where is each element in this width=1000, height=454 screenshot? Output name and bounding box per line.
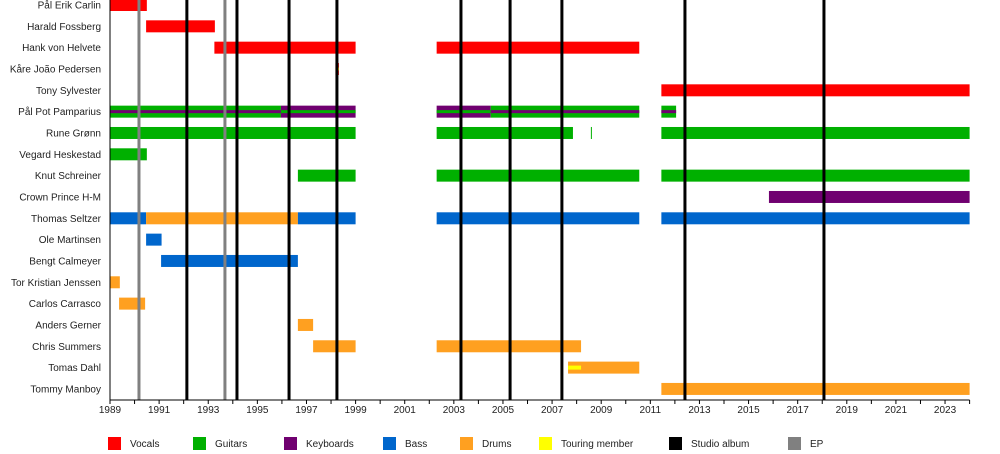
- bar-vocals: [214, 41, 356, 54]
- member-label: Rune Grønn: [46, 128, 101, 139]
- bar-vocals: [661, 84, 970, 97]
- member-label: Kåre João Pedersen: [10, 63, 101, 75]
- bar-drums: [568, 361, 640, 374]
- x-tick-label: 2021: [885, 405, 908, 416]
- bar-stripe-keyboards: [490, 110, 640, 114]
- bar-guitars: [436, 126, 573, 139]
- x-tick-label: 1989: [99, 405, 122, 416]
- x-tick-label: 2017: [787, 405, 810, 416]
- bar-drums: [119, 297, 146, 310]
- bar-vocals: [436, 41, 640, 54]
- bar-guitars: [661, 126, 970, 139]
- member-label: Vegard Heskestad: [19, 150, 101, 161]
- member-label: Anders Gerner: [35, 320, 101, 331]
- member-label: Thomas Seltzer: [31, 214, 102, 225]
- x-tick-label: 2007: [541, 405, 564, 416]
- legend-label: Guitars: [215, 439, 247, 450]
- legend-swatch-touring-member: [539, 437, 552, 450]
- bar-vocals: [146, 20, 215, 33]
- legend-label: Drums: [482, 439, 511, 450]
- member-label: Pål Pot Pamparius: [18, 106, 101, 118]
- legend-swatch-keyboards: [284, 437, 297, 450]
- x-tick-label: 1997: [295, 405, 318, 416]
- bar-stripe-guitars: [280, 110, 356, 114]
- bar-bass: [146, 233, 162, 246]
- bar-stripe-keyboards: [110, 110, 281, 114]
- bar-drums: [110, 276, 120, 289]
- member-label: Ole Martinsen: [39, 235, 101, 246]
- member-label: Pål Erik Carlin: [38, 0, 101, 12]
- x-tick-label: 1999: [344, 405, 367, 416]
- x-tick-label: 2011: [640, 405, 662, 416]
- bar-guitars: [110, 126, 356, 139]
- x-tick-label: 1993: [197, 405, 220, 416]
- x-tick-label: 2003: [443, 405, 466, 416]
- member-label: Tony Sylvester: [36, 86, 102, 97]
- legend-label: Bass: [405, 439, 427, 450]
- bar-stripe-guitars: [436, 110, 491, 114]
- x-tick-label: 2005: [492, 405, 515, 416]
- bar-drums: [661, 382, 970, 395]
- legend-label: Vocals: [130, 439, 159, 450]
- member-label: Chris Summers: [32, 342, 101, 353]
- member-label: Bengt Calmeyer: [29, 256, 101, 267]
- bar-guitars: [590, 126, 592, 139]
- x-tick-label: 2001: [394, 405, 417, 416]
- x-tick-label: 2013: [688, 405, 711, 416]
- bar-stripe-keyboards: [661, 110, 677, 114]
- bar-bass: [436, 212, 640, 225]
- bar-guitars: [436, 169, 640, 182]
- legend-swatch-vocals: [108, 437, 121, 450]
- member-label: Tor Kristian Jenssen: [11, 278, 101, 289]
- member-label: Knut Schreiner: [35, 171, 102, 182]
- x-tick-label: 1995: [246, 405, 269, 416]
- legend-label: Keyboards: [306, 439, 354, 450]
- bar-drums: [297, 318, 314, 331]
- x-tick-label: 2023: [934, 405, 957, 416]
- bar-touring: [568, 365, 582, 370]
- bar-guitars: [661, 169, 970, 182]
- bar-guitars: [110, 148, 147, 161]
- x-tick-label: 2009: [590, 405, 613, 416]
- member-label: Carlos Carrasco: [29, 299, 102, 310]
- legend-swatch-studio-album: [669, 437, 682, 450]
- bar-drums: [313, 340, 356, 353]
- member-label: Hank von Helvete: [22, 43, 101, 54]
- legend-swatch-bass: [383, 437, 396, 450]
- legend-swatch-drums: [460, 437, 473, 450]
- x-tick-label: 1991: [148, 405, 171, 416]
- member-label: Tommy Manboy: [30, 384, 101, 395]
- x-tick-label: 2015: [737, 405, 760, 416]
- bar-vocals: [110, 0, 147, 11]
- legend-label: Touring member: [561, 439, 634, 450]
- bar-drums: [146, 212, 298, 225]
- bar-keyboards: [768, 190, 970, 203]
- member-label: Tomas Dahl: [48, 363, 101, 374]
- legend-swatch-ep: [788, 437, 801, 450]
- bar-bass: [110, 212, 147, 225]
- member-label: Harald Fossberg: [27, 22, 101, 33]
- member-label: Crown Prince H-M: [19, 192, 101, 203]
- bar-guitars: [297, 169, 356, 182]
- bar-bass: [161, 254, 298, 267]
- bar-bass: [297, 212, 356, 225]
- legend-swatch-guitars: [193, 437, 206, 450]
- x-tick-label: 2019: [836, 405, 859, 416]
- legend-label: EP: [810, 439, 824, 450]
- bar-bass: [661, 212, 970, 225]
- legend-label: Studio album: [691, 439, 749, 450]
